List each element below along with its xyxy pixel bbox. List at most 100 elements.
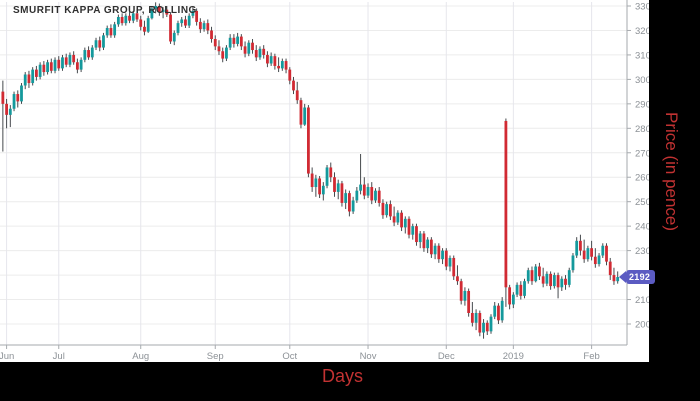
candle-down	[582, 250, 586, 260]
candle-down	[519, 284, 523, 296]
candle-down	[109, 28, 113, 36]
candle-up	[236, 36, 240, 44]
candle-up	[411, 226, 415, 235]
y-tick-label: 2700	[635, 148, 649, 159]
candlestick-chart[interactable]: 2000210022002300240025002600270028002900…	[0, 0, 649, 362]
candle-up	[418, 233, 422, 243]
candle-up	[355, 190, 359, 201]
candle-down	[295, 90, 299, 101]
candle-up	[325, 167, 329, 186]
y-tick-label: 2100	[635, 295, 649, 306]
x-tick-label: Feb	[583, 351, 599, 362]
candle-down	[333, 177, 336, 192]
chart-title: SMURFIT KAPPA GROUP, ROLLING	[13, 5, 197, 16]
candle-up	[545, 273, 549, 284]
candle-down	[72, 54, 76, 63]
candle-up	[180, 19, 184, 24]
candle-down	[605, 245, 608, 262]
candle-down	[608, 261, 612, 276]
candle-down	[243, 46, 247, 54]
candle-down	[75, 62, 79, 70]
candle-down	[452, 257, 456, 277]
candle-up	[90, 47, 94, 58]
candle-down	[549, 273, 553, 287]
candle-down	[377, 190, 381, 203]
candle-up	[31, 69, 35, 84]
candle-up	[225, 47, 228, 59]
candle-down	[530, 270, 534, 282]
x-tick-label: Jul	[53, 351, 65, 362]
candle-up	[321, 185, 325, 195]
y-tick-label: 3000	[635, 75, 649, 86]
x-tick-label: 2019	[503, 351, 524, 362]
candle-down	[556, 275, 560, 288]
candle-down	[422, 233, 426, 249]
candle-up	[359, 184, 362, 191]
candle-down	[310, 173, 314, 188]
x-tick-label: Sep	[207, 351, 224, 362]
y-tick-label: 3200	[635, 26, 649, 37]
candle-down	[541, 276, 545, 284]
candle-down	[98, 40, 102, 48]
candle-down	[1, 91, 5, 104]
y-tick-label: 2600	[635, 173, 649, 184]
candle-down	[128, 15, 131, 21]
candle-down	[288, 69, 292, 81]
candle-up	[396, 212, 400, 223]
candle-up	[258, 48, 262, 58]
candle-up	[161, 9, 165, 13]
candle-down	[437, 245, 441, 260]
y-tick-label: 2500	[635, 197, 649, 208]
candle-down	[470, 312, 474, 323]
candle-down	[478, 312, 482, 333]
candle-down	[299, 100, 303, 125]
candle-down	[388, 204, 392, 217]
candle-up	[247, 42, 251, 54]
candle-up	[191, 10, 195, 16]
candle-up	[53, 59, 57, 71]
candle-up	[336, 183, 340, 192]
candle-down	[120, 17, 124, 24]
plot-panel: 2000210022002300240025002600270028002900…	[0, 0, 649, 362]
candle-down	[307, 107, 310, 174]
candle-down	[538, 266, 541, 277]
candle-up	[269, 56, 273, 64]
candle-down	[497, 305, 500, 321]
candle-up	[366, 187, 370, 196]
candle-down	[169, 14, 172, 42]
candle-down	[593, 256, 597, 265]
candle-down	[273, 56, 277, 66]
candle-up	[489, 316, 493, 332]
candle-up	[113, 24, 117, 36]
y-tick-label: 2900	[635, 99, 649, 110]
candle-up	[515, 284, 519, 295]
candle-down	[467, 290, 471, 313]
candle-down	[444, 250, 448, 267]
candle-up	[374, 190, 377, 201]
candle-down	[508, 287, 512, 305]
candle-down	[381, 202, 385, 216]
candle-up	[351, 200, 355, 212]
badge-arrow-icon	[619, 271, 626, 283]
candle-down	[210, 30, 213, 40]
candle-down	[429, 239, 433, 255]
candle-up	[83, 50, 87, 60]
candle-up	[187, 15, 191, 26]
x-tick-label: Nov	[360, 351, 377, 362]
candle-down	[564, 278, 567, 285]
candle-up	[303, 107, 307, 125]
candle-up	[482, 322, 485, 333]
candle-up	[12, 94, 16, 109]
candle-down	[392, 216, 396, 223]
candle-down	[49, 62, 53, 71]
candle-down	[195, 10, 199, 22]
candle-down	[504, 120, 508, 288]
candle-down	[318, 178, 321, 195]
candle-down	[135, 13, 139, 20]
candle-down	[64, 57, 68, 65]
candle-down	[221, 51, 225, 59]
candle-down	[362, 184, 366, 196]
candle-up	[601, 245, 605, 256]
candle-down	[217, 46, 221, 52]
